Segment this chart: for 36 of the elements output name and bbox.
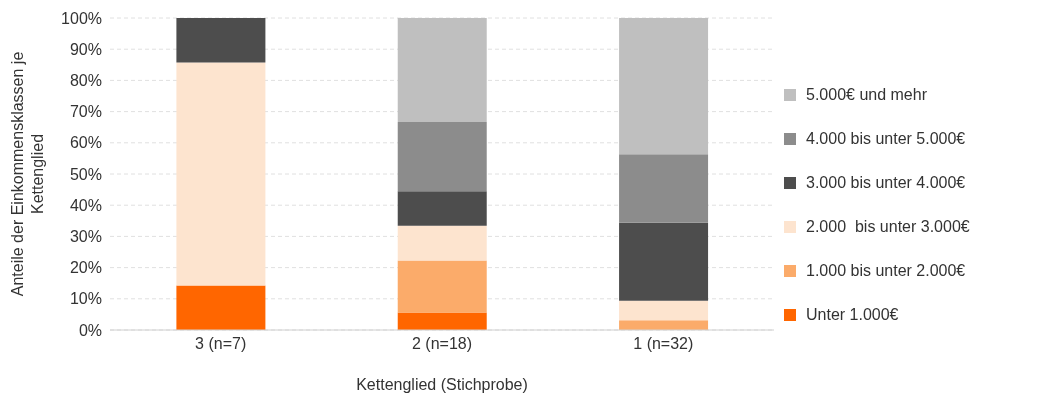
bar [176, 62, 266, 286]
x-tick-label: 2 (n=18) [411, 335, 473, 353]
bar [619, 154, 709, 223]
legend-label: 1.000 bis unter 2.000€ [806, 262, 966, 280]
y-tick-label: 60% [69, 134, 102, 152]
legend-label: 5.000€ und mehr [806, 86, 927, 104]
y-tick-label: 90% [69, 40, 102, 58]
bar [619, 320, 709, 330]
y-tick-label: 40% [69, 196, 102, 214]
bar [176, 18, 266, 63]
bar [176, 285, 266, 330]
bar [397, 260, 487, 313]
y-axis-title: Anteile der Einkommensklassen je Kettenglied [9, 51, 46, 297]
legend-label: 2.000 bis unter 3.000€ [806, 218, 970, 236]
bar [619, 18, 709, 155]
x-axis-title: Kettenglied (Stichprobe) [356, 376, 528, 393]
y-tick-label: 80% [69, 72, 102, 90]
y-tick-label: 100% [61, 9, 102, 27]
y-tick-label: 10% [69, 290, 102, 308]
y-tick-label: 70% [69, 103, 102, 121]
bar [619, 300, 709, 321]
legend-label: 3.000 bis unter 4.000€ [806, 174, 966, 192]
bar [397, 225, 487, 261]
bar [397, 18, 487, 122]
y-tick-label: 0% [78, 321, 102, 339]
y-tick-label: 30% [69, 228, 102, 246]
bar [397, 191, 487, 226]
bar [397, 121, 487, 192]
legend-label: 4.000 bis unter 5.000€ [806, 130, 966, 148]
y-tick-label: 50% [69, 165, 102, 183]
x-tick-label: 3 (n=7) [195, 335, 247, 353]
bar [619, 222, 709, 301]
legend-label: Unter 1.000€ [806, 306, 899, 324]
y-tick-label: 20% [69, 259, 102, 277]
x-tick-label: 1 (n=32) [633, 335, 694, 353]
bar [397, 312, 487, 330]
